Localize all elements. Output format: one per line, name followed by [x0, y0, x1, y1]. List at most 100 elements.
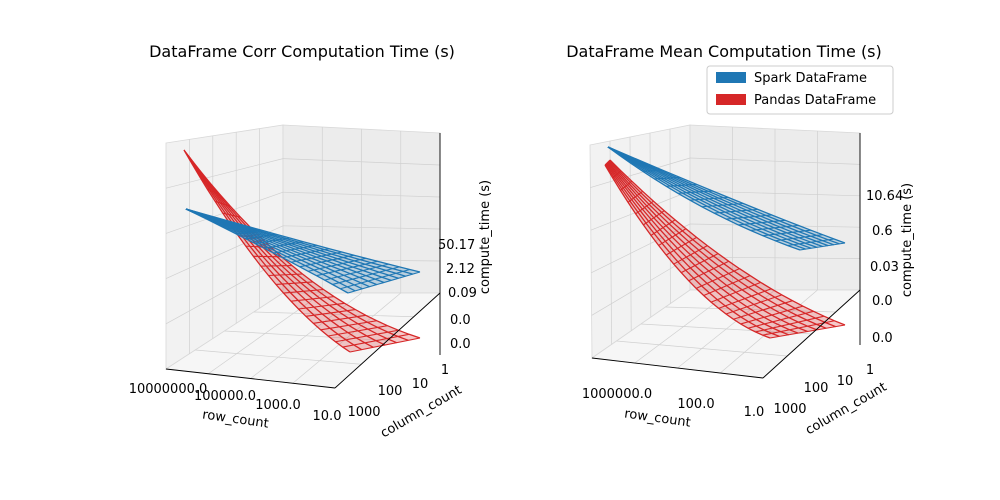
surface-line [654, 176, 680, 180]
x-tick-label: 100000.0 [194, 389, 256, 404]
surface-line [305, 308, 356, 317]
surface-line [206, 217, 218, 220]
grid-line [649, 132, 652, 318]
surface-line [680, 253, 719, 274]
surface-line [607, 146, 801, 251]
grid-line [292, 292, 401, 384]
z-axis-label: compute_time (s) [900, 183, 915, 297]
surface-spark [185, 208, 421, 294]
surface-line [607, 146, 846, 244]
y-tick-label: 1 [441, 363, 449, 378]
surface-line [787, 238, 835, 247]
z-axis-label: compute_time (s) [478, 180, 493, 294]
surface-line [255, 237, 290, 245]
y-tick-label: 100 [378, 384, 403, 399]
x-tick-label: 1000.0 [255, 398, 301, 413]
grid-line [590, 157, 691, 188]
surface-line [290, 296, 335, 302]
surface-line [733, 300, 793, 320]
surface-line [678, 190, 713, 194]
surface-line [349, 337, 421, 353]
surface-line [762, 320, 835, 336]
surface-line [291, 251, 342, 263]
surface-line [313, 314, 367, 324]
surface-line [268, 273, 303, 277]
y-tick-label: 1 [866, 363, 874, 378]
surface-line [689, 196, 729, 201]
z-tick-label: 0.0 [872, 294, 893, 309]
subplot-corr: DataFrame Corr Computation Time (s) 1000… [129, 42, 493, 441]
surface-line [740, 305, 804, 325]
y-tick-label: 10 [837, 374, 854, 389]
surface-line [738, 219, 786, 226]
surface-line [643, 210, 665, 226]
surface-pandas [604, 159, 846, 339]
z-tick-label: 0.03 [870, 260, 899, 275]
grid-line [165, 158, 284, 189]
legend-swatch-pandas [716, 94, 746, 105]
axis-lines [591, 133, 861, 379]
surface-line [282, 248, 330, 259]
surface-line [324, 263, 389, 281]
y-tick-label: 1000 [347, 405, 380, 420]
surface-line [701, 202, 744, 208]
z-tick-label: 0.0 [450, 313, 471, 328]
z-tick-label: 0.0 [450, 337, 471, 352]
x-tick-label: 10.0 [313, 409, 342, 424]
z-tick-label: 0.6 [872, 224, 893, 239]
surface-line [658, 228, 687, 246]
surface-line [665, 236, 697, 256]
surface-line [340, 268, 410, 290]
surface-line [199, 175, 211, 184]
surface-line [710, 281, 761, 303]
surface-line [696, 268, 740, 289]
surface-line [347, 271, 421, 294]
surface-line [775, 234, 823, 242]
chart-title: DataFrame Mean Computation Time (s) [566, 42, 882, 61]
surface-line [642, 169, 663, 172]
surface-line [183, 149, 191, 159]
surface-line [320, 320, 377, 331]
surface-line [327, 325, 388, 337]
surface-line [703, 275, 751, 297]
legend: Spark DataFrame Pandas DataFrame [706, 65, 894, 115]
surface-line [604, 159, 611, 166]
surface-line [316, 260, 378, 277]
surface-line [612, 170, 622, 179]
grid-line [250, 292, 362, 379]
surface-line [726, 214, 772, 220]
surface-line [332, 266, 400, 285]
surface-line [226, 225, 248, 230]
x-tick-label: 100.0 [677, 397, 714, 412]
surface-line [275, 281, 314, 286]
surface-line [713, 208, 758, 214]
surface-line [673, 245, 708, 265]
surface-line [718, 288, 772, 309]
surface-line [769, 324, 846, 339]
surface-line [222, 212, 241, 218]
surface-line [308, 257, 366, 272]
surface-line [191, 163, 201, 172]
surface-line [196, 212, 202, 215]
surface-line [299, 254, 355, 268]
surface-line [750, 224, 799, 231]
surface-line [214, 200, 231, 207]
x-tick-label: 1000000.0 [582, 387, 652, 402]
surface-line [283, 288, 324, 294]
x-tick-label: 10000000.0 [129, 382, 208, 397]
surface-line [755, 315, 825, 333]
surface-line [335, 329, 399, 343]
legend-label: Spark DataFrame [754, 71, 867, 86]
surface-line [799, 242, 846, 251]
grid-line [591, 256, 691, 316]
surface-spark [607, 146, 846, 251]
legend-label: Pandas DataFrame [754, 93, 876, 108]
surface-line [635, 200, 654, 215]
z-tick-label: 0.0 [872, 331, 893, 346]
surface-pandas [183, 149, 421, 353]
grid-lines [590, 127, 861, 374]
surface-line [631, 162, 645, 165]
y-tick-label: 10 [412, 377, 429, 392]
z-tick-label: 0.09 [448, 286, 477, 301]
